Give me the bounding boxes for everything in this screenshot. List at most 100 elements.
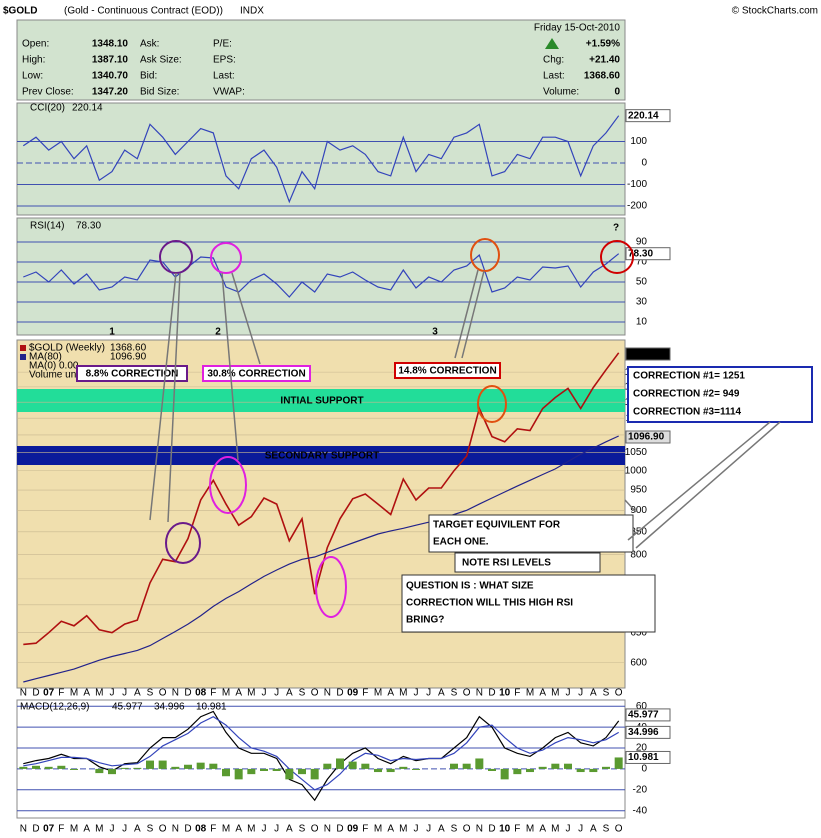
x-tick-label: J [566,824,571,835]
histogram-bar [247,768,256,775]
histogram-bar [184,764,192,769]
highlight-circle [210,242,242,274]
legend-swatch [20,354,26,360]
up-arrow [545,38,559,49]
histogram-bar [386,768,395,773]
callout-line [461,270,485,359]
quote-value: 1387.10 [92,55,129,66]
x-tick-label: D [32,824,39,835]
value-tag [625,430,671,444]
cci-panel [16,102,626,216]
panel-title: CCI(20) [30,103,65,114]
value-tag [625,750,671,764]
x-tick-label: M [551,824,559,835]
histogram-bar [171,766,180,769]
y-tick-label: 900 [630,505,647,516]
y-tick-label: -20 [633,784,648,795]
y-tick-label: 60 [636,701,648,712]
x-tick-label: M [70,688,78,699]
histogram-bar [374,768,382,773]
x-tick-label: N [324,688,331,699]
quote-label: Ask: [140,39,159,50]
histogram-bar [614,757,623,769]
wave-label: 1 [109,327,115,338]
histogram-bar [120,767,129,769]
x-tick-label: O [463,824,471,835]
value-tag [625,109,671,123]
quote-value: 1340.70 [92,71,129,82]
series-line [23,716,619,791]
summary-value: 1368.60 [584,71,621,82]
x-tick-label: F [210,824,216,835]
x-tick-label: N [476,688,483,699]
value-tag-text: 10.981 [628,752,659,763]
x-tick-label: 10 [499,824,511,835]
x-tick-label: D [184,824,191,835]
quote-label: P/E: [213,39,232,50]
y-tick-label: 0 [641,764,647,775]
x-tick-label: S [603,824,610,835]
symbol: $GOLD [3,6,37,17]
x-tick-label: M [551,688,559,699]
legend-swatch [20,345,26,351]
x-tick-label: N [476,824,483,835]
x-tick-label: A [286,824,293,835]
value-tag-text: 1368.60 [628,349,665,360]
legend-value: 34.996 [154,702,185,713]
value-tag-text: 220.14 [628,110,659,121]
x-tick-label: D [488,688,495,699]
x-tick-label: J [414,824,419,835]
x-tick-label: A [134,688,141,699]
quote-label: Ask Size: [140,55,182,66]
x-tick-label: J [262,824,267,835]
note-text: CORRECTION WILL THIS HIGH RSI [406,598,573,609]
histogram-bar [260,768,268,772]
histogram-bar [310,768,319,780]
y-tick-label: -200 [627,201,647,212]
panel-last-value: 78.30 [76,221,101,232]
callout-line [624,499,637,513]
x-tick-label: O [615,824,623,835]
note-text: NOTE RSI LEVELS [462,558,551,569]
credit: © StockCharts.com [732,6,818,17]
wave-label: 3 [432,327,438,338]
highlight-circle [315,556,347,618]
value-tag [625,247,671,261]
y-tick-label: 30 [636,297,648,308]
histogram-bar [551,763,560,769]
highlight-circle [600,240,634,274]
x-tick-label: 10 [499,688,511,699]
x-tick-label: F [514,824,520,835]
legend-name: $GOLD (Weekly) [29,343,105,354]
quote-label: Open: [22,39,49,50]
support-label: INTIAL SUPPORT [280,396,363,407]
x-tick-label: M [247,688,255,699]
x-tick-label: A [438,824,445,835]
x-tick-label: A [83,688,90,699]
x-tick-label: M [222,824,230,835]
y-tick-label: 20 [636,743,648,754]
x-tick-label: O [159,824,167,835]
histogram-bar [298,768,306,775]
histogram-bar [108,768,116,775]
legend-extra: MA(0) 0.00 [29,361,79,372]
x-tick-label: O [159,688,167,699]
x-tick-label: 08 [195,824,207,835]
x-tick-label: 08 [195,688,207,699]
quote-label: Prev Close: [22,87,74,98]
highlight-circle [477,385,507,423]
x-tick-label: M [526,824,534,835]
callout-line [221,272,239,461]
histogram-bar [95,768,104,774]
x-tick-label: N [172,824,179,835]
histogram-bar [196,762,205,769]
histogram-bar [57,765,66,769]
x-tick-label: F [362,824,368,835]
x-tick-label: A [438,688,445,699]
histogram-bar [234,768,243,780]
x-tick-label: N [20,688,27,699]
x-tick-label: S [147,688,154,699]
histogram-bar [488,768,496,772]
x-tick-label: J [262,688,267,699]
